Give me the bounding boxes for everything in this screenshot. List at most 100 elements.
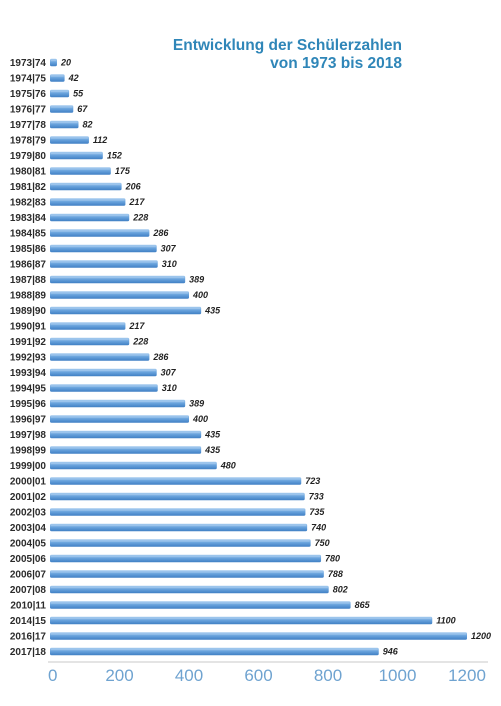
value-label: 1200 <box>471 631 491 641</box>
value-label: 307 <box>161 368 177 378</box>
bar-highlight <box>51 90 69 93</box>
category-label: 1987|88 <box>10 275 47 286</box>
bar-highlight <box>51 59 56 62</box>
category-label: 1998|99 <box>10 446 47 457</box>
value-label: 389 <box>189 275 204 285</box>
value-label: 735 <box>309 507 325 517</box>
value-label: 480 <box>220 461 236 471</box>
category-label: 2010|11 <box>10 601 46 612</box>
bar-highlight <box>51 230 149 232</box>
value-label: 307 <box>161 244 177 254</box>
category-label: 1996|97 <box>10 415 47 426</box>
bar-highlight <box>51 400 185 403</box>
value-label: 802 <box>333 585 348 595</box>
category-label: 2014|15 <box>10 616 47 627</box>
value-label: 780 <box>325 554 340 564</box>
bar-highlight <box>51 323 125 325</box>
category-label: 1990|91 <box>10 322 47 333</box>
bar-highlight <box>51 493 304 496</box>
category-label: 1986|87 <box>10 260 47 271</box>
value-label: 206 <box>125 182 142 192</box>
bar-highlight <box>51 540 310 542</box>
value-label: 788 <box>328 569 343 579</box>
x-axis-ticks: 0 200 400 600 800 1000 1200 <box>48 666 486 685</box>
value-label: 865 <box>355 600 371 610</box>
category-label: 1994|95 <box>10 384 47 395</box>
bar-highlight <box>51 633 466 635</box>
value-label: 435 <box>204 430 221 440</box>
value-label: 42 <box>68 73 79 83</box>
value-label: 733 <box>309 492 324 502</box>
x-tick-label: 1000 <box>379 666 417 685</box>
chart-title-line-1: Entwicklung der Schülerzahlen <box>173 37 402 54</box>
bar-highlight <box>51 369 156 372</box>
category-label: 1979|80 <box>10 151 47 162</box>
category-label: 1973|74 <box>10 58 47 69</box>
bar-highlight <box>51 602 350 604</box>
category-label: 1999|00 <box>10 461 47 472</box>
category-label: 1982|83 <box>10 198 47 209</box>
bar-highlight <box>51 276 185 279</box>
value-label: 1100 <box>436 616 455 626</box>
bar-highlight <box>51 509 305 511</box>
category-label: 1976|77 <box>10 105 47 116</box>
value-label: 228 <box>132 337 148 347</box>
value-label: 286 <box>152 352 169 362</box>
bar-highlight <box>51 183 121 186</box>
bar-highlight <box>51 416 188 418</box>
bar-highlight <box>51 152 102 155</box>
category-label: 2017|18 <box>10 647 47 658</box>
value-label: 946 <box>383 647 399 657</box>
category-label: 2000|01 <box>10 477 47 488</box>
bar-highlight <box>51 447 201 449</box>
value-label: 723 <box>305 476 320 486</box>
bar-highlight <box>51 617 432 620</box>
bar-highlight <box>51 199 125 201</box>
bar-highlight <box>51 168 110 170</box>
category-label: 1993|94 <box>10 368 47 379</box>
category-label: 1985|86 <box>10 244 47 255</box>
category-label: 2002|03 <box>10 508 47 519</box>
x-tick-label: 800 <box>314 666 342 685</box>
value-label: 740 <box>311 523 326 533</box>
value-label: 82 <box>82 120 92 130</box>
value-label: 310 <box>162 383 177 393</box>
value-label: 286 <box>152 228 169 238</box>
category-label: 1980|81 <box>10 167 47 178</box>
bar-highlight <box>51 137 88 139</box>
bar-highlight <box>51 555 321 558</box>
category-label: 2004|05 <box>10 539 47 550</box>
value-label: 55 <box>73 89 84 99</box>
category-label: 1978|79 <box>10 136 47 147</box>
bar-highlight <box>51 385 157 387</box>
value-label: 310 <box>162 259 177 269</box>
bar-highlight <box>51 214 129 217</box>
x-tick-label: 0 <box>48 666 57 685</box>
x-tick-label: 600 <box>244 666 272 685</box>
category-label: 1984|85 <box>10 229 47 240</box>
category-label: 1992|93 <box>10 353 47 364</box>
category-label: 1981|82 <box>10 182 47 193</box>
value-label: 400 <box>192 414 208 424</box>
value-label: 750 <box>315 538 330 548</box>
bar-highlight <box>51 354 149 356</box>
value-label: 67 <box>77 104 88 114</box>
value-label: 217 <box>128 197 145 207</box>
value-label: 389 <box>189 399 204 409</box>
category-label: 1974|75 <box>10 74 47 85</box>
bar-highlight <box>51 478 301 480</box>
bars-group: 1973|74 20 1974|75 42 1975|76 55 1976|77 67 1977… <box>10 58 491 658</box>
bar-highlight <box>51 431 201 434</box>
bar-highlight <box>51 338 129 341</box>
value-label: 228 <box>132 213 148 223</box>
bar-highlight <box>51 75 64 77</box>
value-label: 217 <box>128 321 145 331</box>
bar-highlight <box>51 121 78 124</box>
bar-highlight <box>51 586 328 589</box>
category-label: 1983|84 <box>10 213 47 224</box>
bar-highlight <box>51 292 188 294</box>
x-tick-label: 400 <box>175 666 203 685</box>
value-label: 400 <box>192 290 208 300</box>
value-label: 175 <box>115 166 131 176</box>
